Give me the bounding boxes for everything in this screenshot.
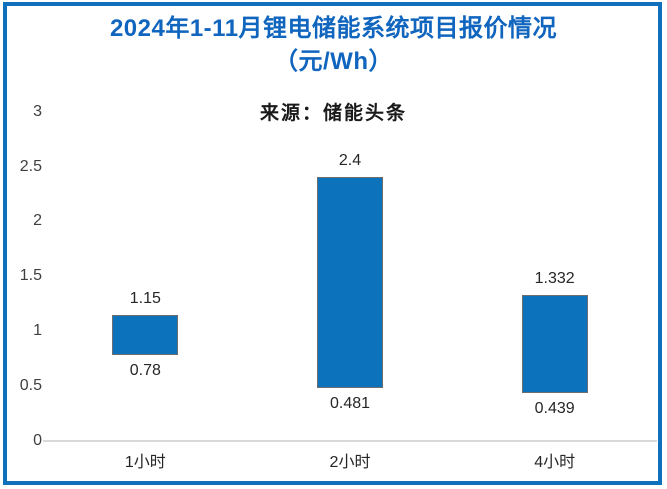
bar-low-label: 0.78 [129,362,161,380]
chart-title-line2: （元/Wh） [274,48,393,75]
bar-high-label: 1.15 [129,289,161,307]
bar-low-label: 0.481 [329,395,371,413]
range-bar [521,294,588,393]
y-axis-tick-label: 2 [33,212,42,230]
y-axis-tick-label: 1.5 [19,267,42,285]
bar-low-label: 0.439 [534,399,575,417]
bar-high-label: 1.332 [534,269,575,287]
chart-title: 2024年1-11月锂电储能系统项目报价情况 （元/Wh） [20,12,647,78]
bar-high-label: 2.4 [338,152,362,170]
source-label: 来源：储能头条 [259,103,407,124]
y-axis-tick-label: 0.5 [19,377,42,395]
x-axis-category-label: 4小时 [534,454,576,471]
y-axis-tick-label: 0 [33,432,42,449]
y-axis-tick-label: 3 [33,102,42,120]
x-axis-zero-line [43,440,657,442]
y-axis-tick-label: 2.5 [19,157,42,175]
y-axis-tick-label: 1 [33,322,42,340]
range-bar [317,177,383,389]
x-axis-category-label: 1小时 [124,454,166,471]
range-bar [112,314,179,356]
x-axis-category-label: 2小时 [329,454,371,471]
chart-title-line1: 2024年1-11月锂电储能系统项目报价情况 [109,15,558,42]
